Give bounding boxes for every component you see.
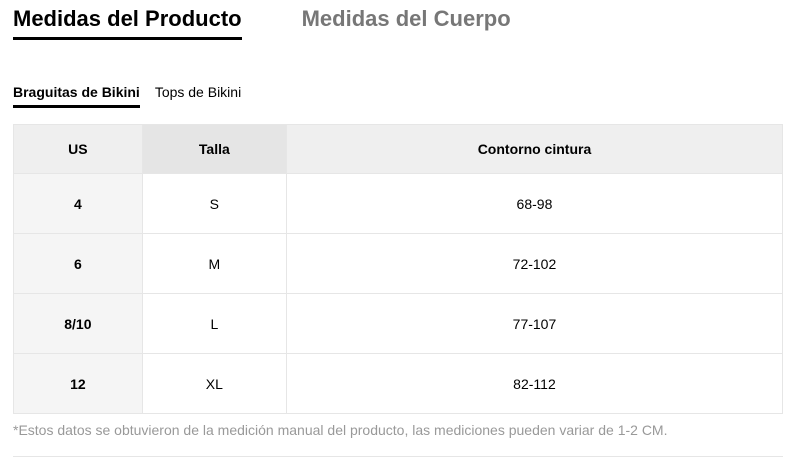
- cell-size: S: [141, 173, 287, 234]
- cell-us: 12: [13, 353, 143, 414]
- cell-waist: 77-107: [285, 293, 784, 354]
- header-size: Talla: [141, 124, 287, 174]
- subtab-bikini-tops[interactable]: Tops de Bikini: [154, 84, 242, 100]
- table-row: 6 M 72-102: [13, 233, 784, 294]
- cell-us: 8/10: [13, 293, 143, 354]
- divider: [13, 456, 783, 457]
- cell-size: L: [141, 293, 287, 354]
- main-tabs: Medidas del Producto Medidas del Cuerpo: [13, 5, 511, 40]
- table-row: 8/10 L 77-107: [13, 293, 784, 354]
- cell-waist: 68-98: [285, 173, 784, 234]
- header-waist: Contorno cintura: [285, 124, 784, 174]
- cell-us: 6: [13, 233, 143, 294]
- measurement-note: *Estos datos se obtuvieron de la medició…: [13, 422, 668, 438]
- cell-waist: 72-102: [285, 233, 784, 294]
- header-us: US: [13, 124, 143, 174]
- cell-waist: 82-112: [285, 353, 784, 414]
- cell-us: 4: [13, 173, 143, 234]
- tab-product-measurements[interactable]: Medidas del Producto: [13, 5, 242, 40]
- sub-tabs: Braguitas de Bikini Tops de Bikini: [13, 83, 241, 108]
- table-header-row: US Talla Contorno cintura: [13, 124, 784, 174]
- tab-body-measurements[interactable]: Medidas del Cuerpo: [301, 6, 511, 31]
- cell-size: M: [141, 233, 287, 294]
- cell-size: XL: [141, 353, 287, 414]
- size-table: US Talla Contorno cintura 4 S 68-98 6 M …: [13, 124, 784, 414]
- table-row: 4 S 68-98: [13, 173, 784, 234]
- subtab-bikini-bottoms[interactable]: Braguitas de Bikini: [13, 83, 140, 108]
- table-row: 12 XL 82-112: [13, 353, 784, 414]
